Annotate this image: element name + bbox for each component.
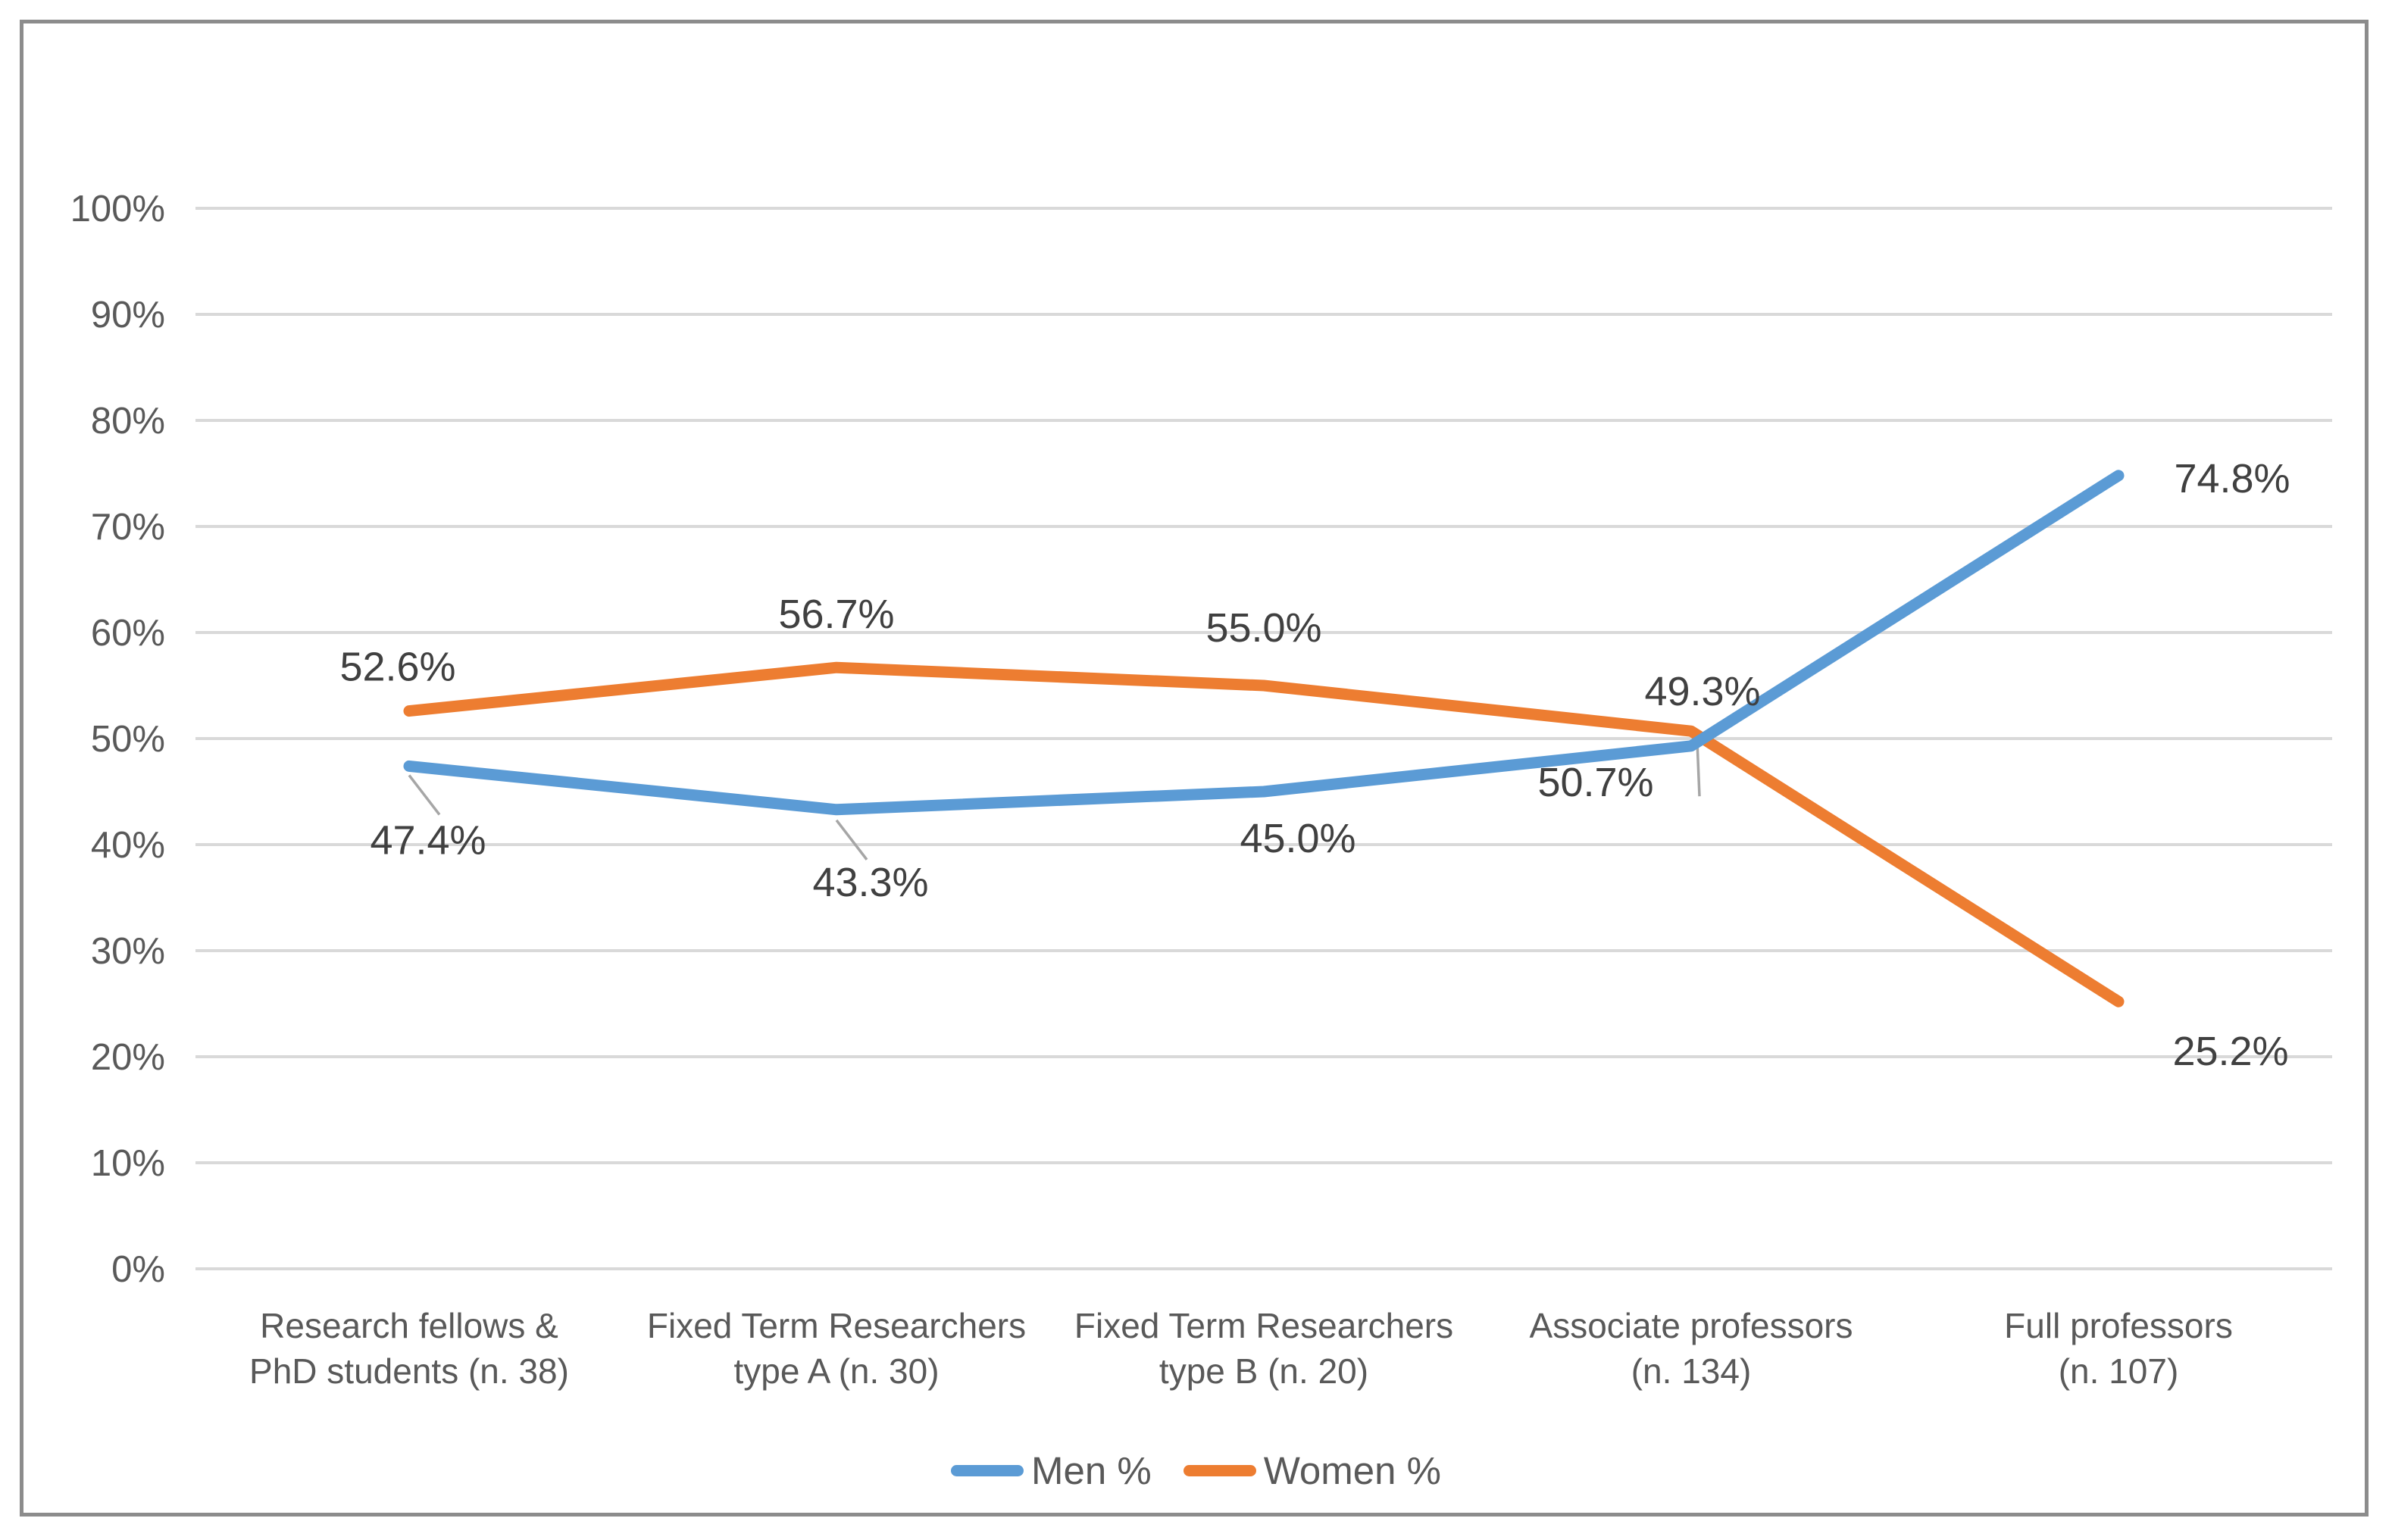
women-series-marker — [1183, 1465, 1256, 1476]
y-axis-tick-label: 30% — [91, 931, 165, 972]
data-label: 50.7% — [1537, 760, 1653, 805]
x-axis-category-label: Fixed Term Researchers — [1074, 1306, 1453, 1345]
y-axis-tick-label: 0% — [111, 1249, 165, 1290]
x-axis-category-label: (n. 134) — [1631, 1351, 1752, 1391]
y-axis-tick-label: 90% — [91, 295, 165, 336]
y-axis-tick-label: 60% — [91, 613, 165, 654]
y-axis-tick-label: 10% — [91, 1143, 165, 1184]
data-label: 55.0% — [1205, 605, 1321, 651]
x-axis-category-label: Research fellows & — [260, 1306, 558, 1345]
women-series-label: Women % — [1263, 1449, 1442, 1492]
x-axis-category-label: (n. 107) — [2059, 1351, 2179, 1391]
data-label: 49.3% — [1644, 669, 1760, 714]
data-label: 47.4% — [370, 817, 486, 863]
data-label-leader-line — [408, 774, 441, 816]
y-axis-tick-label: 50% — [91, 719, 165, 760]
x-axis-category-label: Associate professors — [1530, 1306, 1853, 1345]
y-axis-tick-label: 20% — [91, 1037, 165, 1078]
y-axis-tick-label: 70% — [91, 507, 165, 548]
men-series-line — [403, 470, 2125, 816]
x-axis-category-label: PhD students (n. 38) — [249, 1351, 569, 1391]
legend-item-men: Men % — [950, 1448, 1152, 1493]
men-series-marker — [950, 1465, 1024, 1476]
men-series-label: Men % — [1030, 1449, 1152, 1492]
data-label-leader-line — [1696, 742, 1701, 797]
chart-legend: Men % Women % — [0, 1448, 2392, 1493]
x-axis-category-label: type A (n. 30) — [733, 1351, 939, 1391]
data-label: 45.0% — [1240, 816, 1355, 861]
legend-item-women: Women % — [1183, 1448, 1441, 1493]
data-label: 52.6% — [339, 645, 455, 690]
y-axis-tick-label: 40% — [91, 825, 165, 866]
data-label: 43.3% — [812, 860, 928, 905]
data-label: 74.8% — [2174, 456, 2290, 501]
y-axis-tick-label: 80% — [91, 401, 165, 442]
data-label-leader-line — [835, 819, 868, 861]
x-axis-category-label: Full professors — [2004, 1306, 2233, 1345]
x-axis-category-label: type B (n. 20) — [1159, 1351, 1368, 1391]
data-label: 56.7% — [778, 592, 894, 637]
x-axis-category-label: Fixed Term Researchers — [647, 1306, 1026, 1345]
data-label: 25.2% — [2172, 1029, 2288, 1074]
y-axis-tick-label: 100% — [70, 189, 165, 230]
women-series-line — [403, 661, 2125, 1007]
